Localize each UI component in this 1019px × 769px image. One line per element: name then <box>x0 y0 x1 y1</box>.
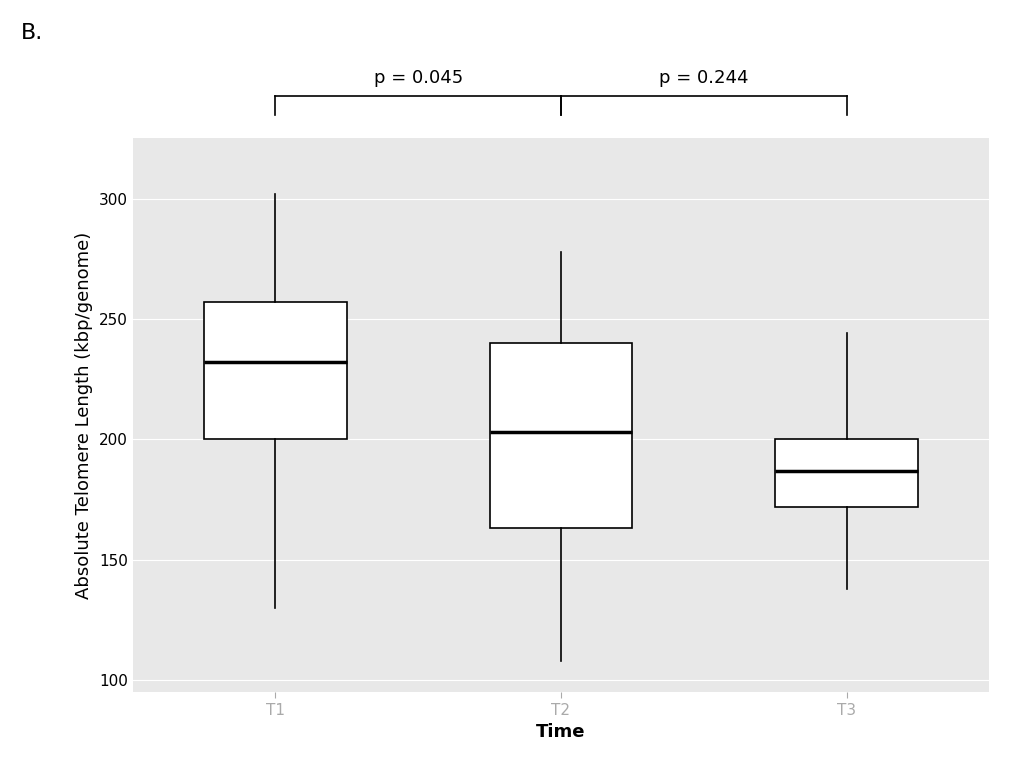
Text: p = 0.045: p = 0.045 <box>373 69 463 87</box>
Text: p = 0.244: p = 0.244 <box>658 69 748 87</box>
PathPatch shape <box>204 302 346 439</box>
Text: B.: B. <box>20 23 43 43</box>
PathPatch shape <box>774 439 917 507</box>
Y-axis label: Absolute Telomere Length (kbp/genome): Absolute Telomere Length (kbp/genome) <box>75 231 93 599</box>
X-axis label: Time: Time <box>536 723 585 741</box>
PathPatch shape <box>489 343 632 528</box>
